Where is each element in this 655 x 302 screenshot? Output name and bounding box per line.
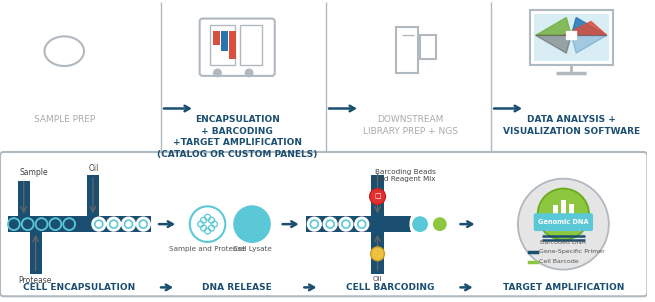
Text: Cell Barcode: Cell Barcode [538,259,578,264]
Circle shape [355,217,369,231]
Polygon shape [571,18,607,35]
Bar [553,214,559,223]
Text: TARGET AMPLIFICATION: TARGET AMPLIFICATION [502,283,624,292]
Text: CELL ENCAPSULATION: CELL ENCAPSULATION [23,283,135,292]
Polygon shape [536,35,571,53]
Polygon shape [536,18,571,35]
Bar [534,14,608,61]
Text: Oil: Oil [89,164,100,173]
Circle shape [433,217,447,231]
Bar [371,232,384,274]
Bar [8,216,151,232]
Text: ENCAPSULATION
+ BARCODING
+TARGET AMPLIFICATION
(CATALOG OR CUSTOM PANELS): ENCAPSULATION + BARCODING +TARGET AMPLIF… [157,115,318,159]
Text: Cell Lysate: Cell Lysate [233,246,271,252]
FancyBboxPatch shape [0,152,647,296]
Circle shape [410,204,450,244]
Polygon shape [571,35,607,53]
Text: CELL BARCODING: CELL BARCODING [346,283,434,292]
Circle shape [244,69,253,77]
Text: DNA RELEASE: DNA RELEASE [202,283,272,292]
Bar [396,27,418,73]
Bar [29,232,41,274]
Bar [569,214,574,224]
Text: □: □ [374,194,381,199]
Circle shape [234,206,270,242]
Circle shape [107,217,121,231]
Circle shape [538,188,589,240]
Bar [221,31,229,51]
Text: SAMPLE PREP: SAMPLE PREP [33,115,95,124]
Polygon shape [563,21,607,35]
Bar [569,204,574,214]
Bar [561,214,567,228]
Text: Genomic DNA: Genomic DNA [538,219,589,225]
Circle shape [307,217,321,231]
Circle shape [323,217,337,231]
Bar [214,31,220,45]
Circle shape [213,69,222,77]
Text: DATA ANALYSIS +
VISUALIZATION SOFTWARE: DATA ANALYSIS + VISUALIZATION SOFTWARE [502,115,640,136]
Text: Protease: Protease [18,275,51,284]
Text: Sample and Protease: Sample and Protease [169,246,246,252]
Polygon shape [567,31,576,39]
Bar [210,25,235,65]
Circle shape [136,217,150,231]
Text: Oil: Oil [373,275,383,281]
Bar [307,216,435,232]
Text: Gene-Specific Primer: Gene-Specific Primer [538,249,605,254]
Circle shape [371,247,384,261]
FancyBboxPatch shape [534,213,593,231]
Bar [371,175,384,216]
Bar [530,10,613,65]
Bar [87,175,99,216]
Text: Barcoded DNA: Barcoded DNA [540,240,586,246]
Circle shape [339,217,353,231]
Circle shape [412,216,428,232]
Circle shape [92,217,105,231]
Circle shape [518,179,608,270]
Bar [420,35,436,59]
Bar [240,25,262,65]
Text: DOWNSTREAM
LIBRARY PREP + NGS: DOWNSTREAM LIBRARY PREP + NGS [363,115,458,136]
Circle shape [122,217,136,231]
Circle shape [369,188,385,204]
Bar [18,181,29,216]
Text: Sample: Sample [20,168,48,177]
Bar [229,31,236,59]
Bar [561,201,567,214]
Text: Barcoding Beads
and Reagent Mix: Barcoding Beads and Reagent Mix [375,169,436,182]
Bar [553,205,559,214]
